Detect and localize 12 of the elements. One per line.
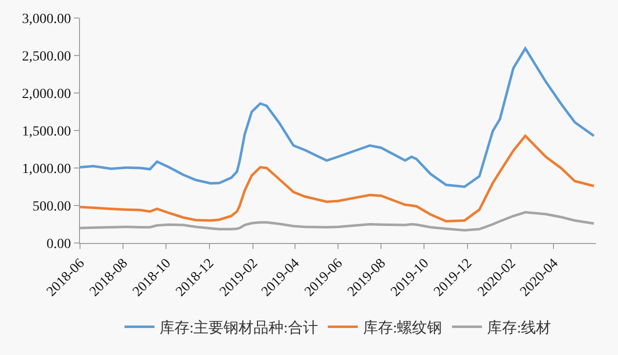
y-tick-label: 1,000.00 — [22, 162, 72, 177]
y-tick-label: 500.00 — [32, 199, 72, 214]
y-tick-label: 3,000.00 — [22, 12, 72, 27]
line-series — [80, 47, 596, 188]
legend-label: 库存:螺纹钢 — [362, 320, 442, 337]
legend-label: 库存:线材 — [487, 320, 552, 337]
y-tick-label: 1,500.00 — [22, 124, 72, 140]
y-tick-label: 0.00 — [46, 236, 72, 252]
line-series — [80, 134, 596, 222]
legend-label: 库存:主要钢材品种:合计 — [160, 320, 318, 337]
y-tick-label: 2,500.00 — [22, 49, 72, 64]
y-tick-label: 2,000.00 — [22, 86, 72, 102]
